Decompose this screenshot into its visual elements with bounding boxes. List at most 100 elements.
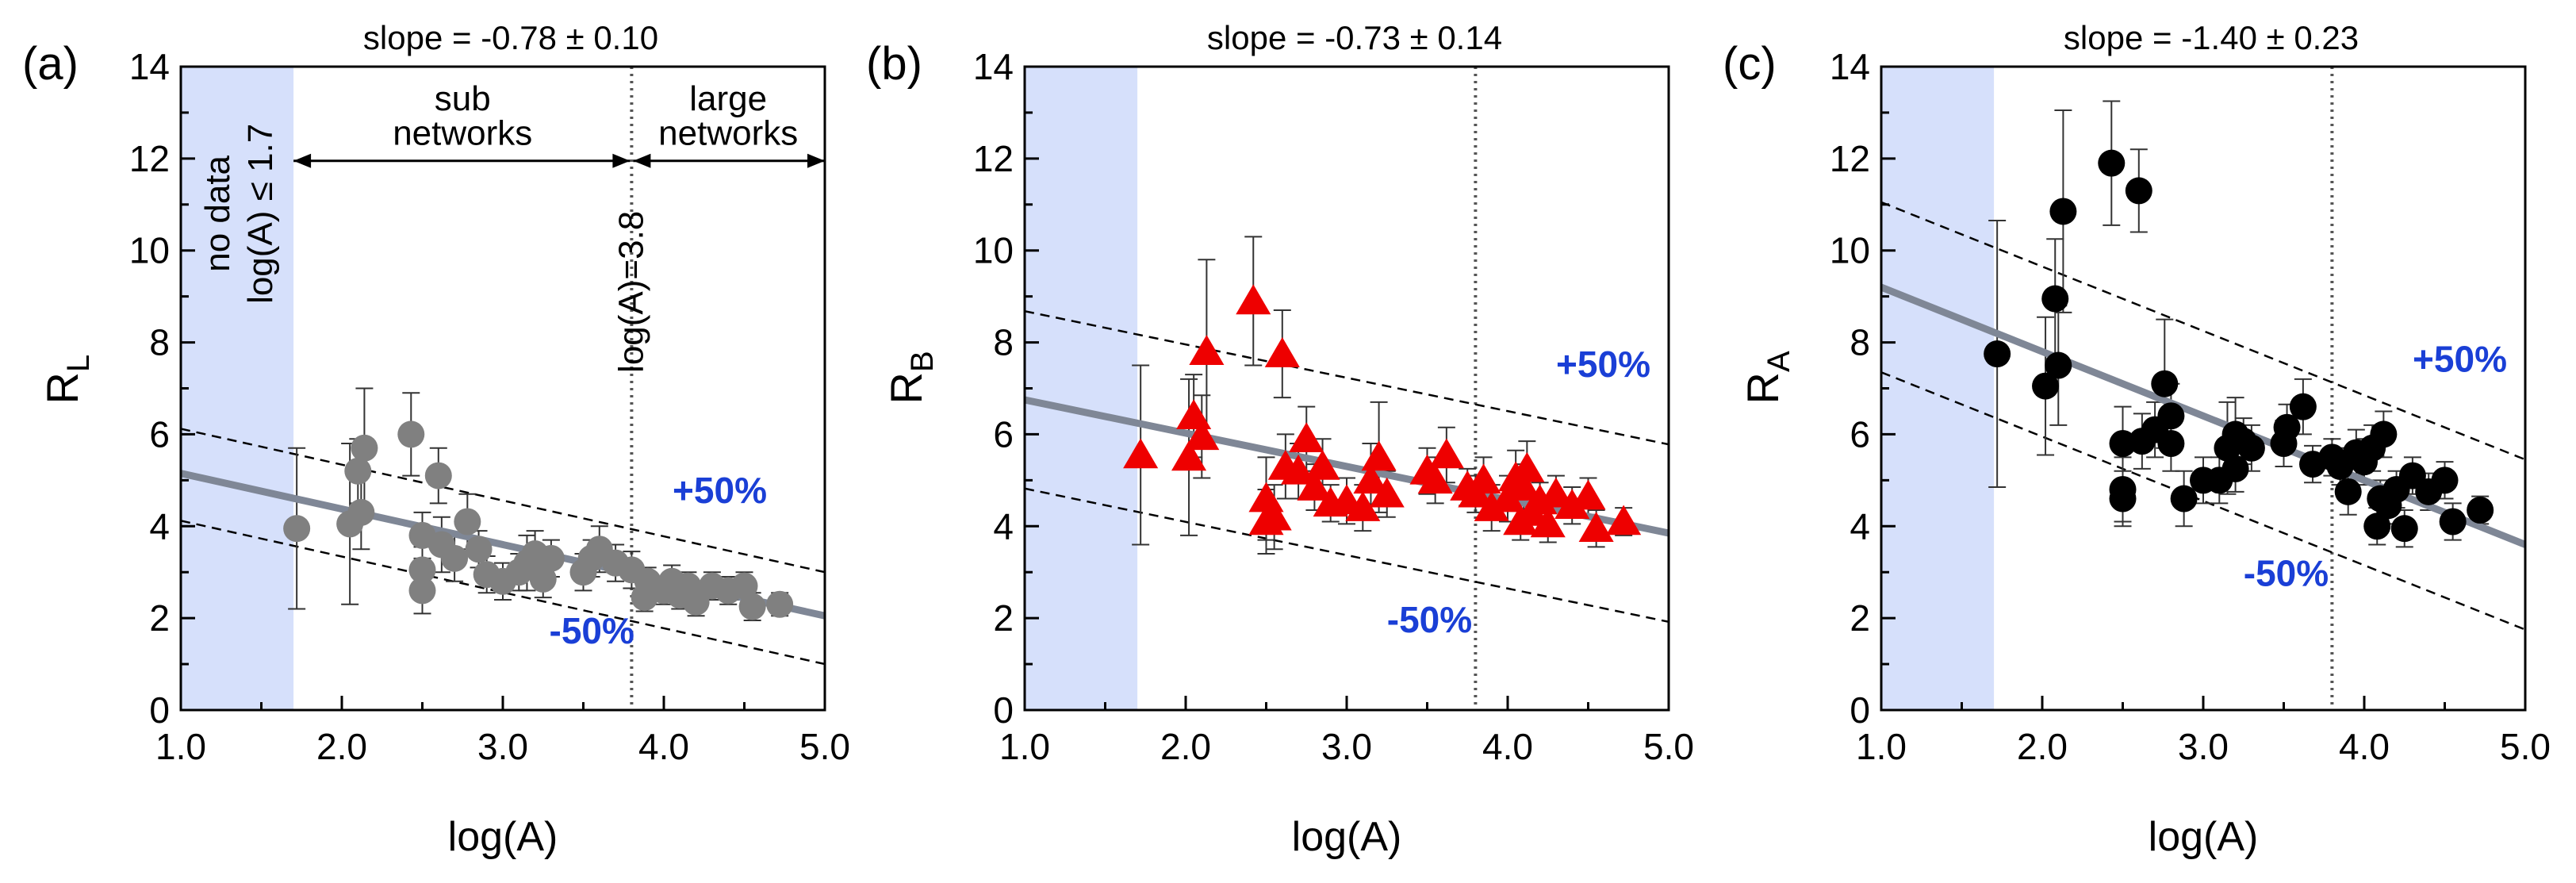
y-axis-title: RB xyxy=(881,351,940,404)
y-tick-label: 8 xyxy=(993,322,1014,363)
data-point xyxy=(1189,335,1225,365)
minus-50-label: -50% xyxy=(550,610,634,651)
data-points xyxy=(1984,149,2494,543)
plot-area xyxy=(1025,67,1669,710)
y-tick-label: 10 xyxy=(129,230,170,271)
y-axis-title-main: R xyxy=(881,372,931,404)
sub-networks-arrow xyxy=(293,153,631,168)
data-point xyxy=(1506,470,1542,501)
y-tick-label: 4 xyxy=(993,505,1014,547)
data-point xyxy=(738,593,766,620)
y-tick-label: 14 xyxy=(129,46,170,87)
x-tick-label: 3.0 xyxy=(477,726,528,767)
sub-networks-label: sub xyxy=(435,79,491,118)
panel-label: (b) xyxy=(866,38,922,90)
sub-networks-label: networks xyxy=(393,113,532,152)
y-tick-label: 6 xyxy=(1850,413,1870,455)
arrow-head xyxy=(807,153,825,168)
x-tick-label: 2.0 xyxy=(1160,726,1211,767)
x-tick-label: 5.0 xyxy=(2500,726,2551,767)
y-tick-label: 8 xyxy=(149,322,170,363)
plot-area xyxy=(181,67,825,710)
data-point xyxy=(1256,500,1292,531)
y-axis-title: RL xyxy=(37,355,96,405)
y-tick-label: 12 xyxy=(1830,138,1870,179)
data-point xyxy=(1361,440,1397,471)
x-tick-label: 3.0 xyxy=(2178,726,2229,767)
x-tick-label: 4.0 xyxy=(1482,726,1533,767)
data-point xyxy=(351,434,378,462)
x-tick-label: 2.0 xyxy=(316,726,367,767)
no-data-label: no data xyxy=(198,155,237,271)
data-point xyxy=(1606,505,1642,536)
data-point xyxy=(1289,422,1324,453)
data-point xyxy=(2439,508,2467,536)
panel-c: 1.0 2.0 3.0 4.0 5.0 0 2 4 6 8 10 12 14 log(A) RA (c) slo… xyxy=(1723,19,2551,860)
data-point xyxy=(2237,434,2265,462)
data-point xyxy=(2125,177,2152,205)
y-axis-title-main: R xyxy=(1738,372,1788,404)
slope-text: slope = -1.40 ± 0.23 xyxy=(2064,19,2359,56)
data-point xyxy=(1570,479,1606,510)
y-tick-label: 10 xyxy=(1830,230,1870,271)
data-point xyxy=(1428,438,1464,469)
y-axis-title-sub: L xyxy=(61,355,96,372)
data-point xyxy=(2157,402,2185,430)
x-tick-label: 4.0 xyxy=(638,726,689,767)
data-point xyxy=(2032,372,2060,400)
plus-50-label: +50% xyxy=(673,470,767,511)
x-axis-title: log(A) xyxy=(1292,814,1402,860)
data-point xyxy=(2041,285,2069,313)
data-point xyxy=(2221,455,2249,482)
y-tick-label: 4 xyxy=(1850,505,1870,547)
x-tick-label: 3.0 xyxy=(1321,726,1372,767)
data-point xyxy=(408,556,436,584)
no-data-band xyxy=(181,67,294,710)
data-point xyxy=(1554,489,1590,520)
data-point xyxy=(1171,440,1207,471)
data-point xyxy=(1236,284,1271,315)
data-point xyxy=(529,565,557,593)
data-point xyxy=(347,498,375,526)
data-point xyxy=(2334,478,2362,505)
data-point xyxy=(537,544,565,572)
y-tick-label: 4 xyxy=(149,505,170,547)
y-axis-title: RA xyxy=(1738,351,1796,404)
plus-50-label: +50% xyxy=(2413,339,2507,380)
y-tick-label: 2 xyxy=(993,597,1014,639)
data-point xyxy=(2467,497,2494,524)
data-point xyxy=(1509,451,1545,482)
data-point xyxy=(1353,463,1389,494)
data-point xyxy=(2098,149,2126,177)
x-tick-label: 1.0 xyxy=(155,726,206,767)
y-tick-label: 12 xyxy=(973,138,1014,179)
arrow-head xyxy=(633,153,651,168)
no-data-band xyxy=(1025,67,1138,710)
data-point xyxy=(2289,393,2317,420)
panel-label: (c) xyxy=(1723,38,1777,90)
y-axis-title-main: R xyxy=(37,372,87,404)
y-tick-label: 0 xyxy=(1850,689,1870,731)
data-point xyxy=(1417,463,1453,494)
y-tick-label: 10 xyxy=(973,230,1014,271)
data-point xyxy=(2370,420,2398,448)
x-tick-label: 2.0 xyxy=(2017,726,2068,767)
y-axis-title-sub: A xyxy=(1761,351,1796,372)
data-point xyxy=(465,536,493,563)
y-tick-label: 0 xyxy=(993,689,1014,731)
minus-50-label: -50% xyxy=(2244,553,2329,594)
y-tick-label: 8 xyxy=(1850,322,1870,363)
data-point xyxy=(1184,420,1220,451)
data-point xyxy=(2151,370,2179,397)
data-point xyxy=(2390,515,2418,543)
data-point xyxy=(2363,513,2391,540)
boundary-label: log(A)=3.8 xyxy=(611,211,650,373)
data-point xyxy=(283,515,311,543)
data-point xyxy=(1305,449,1340,480)
data-point xyxy=(1538,477,1574,508)
y-tick-label: 2 xyxy=(1850,597,1870,639)
data-point xyxy=(1474,491,1509,521)
no-data-band xyxy=(1881,67,1995,710)
data-point xyxy=(2109,485,2137,513)
y-axis-title-sub: B xyxy=(905,351,940,372)
